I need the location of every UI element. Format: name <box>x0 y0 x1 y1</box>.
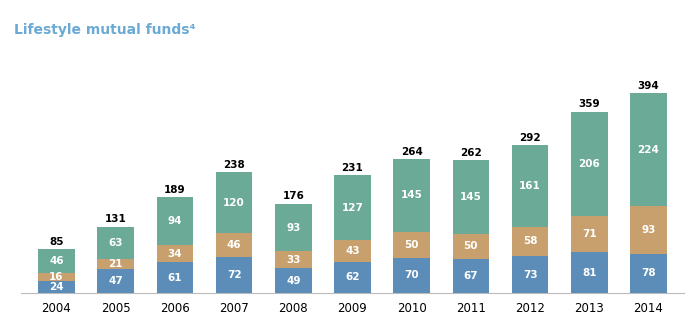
Text: 231: 231 <box>341 164 364 173</box>
Text: 292: 292 <box>519 133 541 143</box>
Text: 394: 394 <box>638 81 660 91</box>
Text: 73: 73 <box>523 269 537 279</box>
Bar <box>452 234 489 259</box>
Bar <box>216 172 253 233</box>
Bar <box>334 262 371 293</box>
Text: 359: 359 <box>579 99 600 109</box>
Text: 34: 34 <box>168 248 182 258</box>
Text: 49: 49 <box>286 276 301 286</box>
Bar <box>394 159 430 232</box>
Text: 47: 47 <box>108 276 123 286</box>
Text: 189: 189 <box>164 185 186 195</box>
Text: 67: 67 <box>463 271 478 281</box>
Bar <box>394 257 430 293</box>
Bar <box>512 227 549 256</box>
Bar <box>571 252 608 293</box>
Text: 33: 33 <box>286 255 301 265</box>
Bar <box>38 249 75 273</box>
Text: 238: 238 <box>223 160 245 170</box>
Bar <box>571 216 608 252</box>
Bar <box>38 273 75 281</box>
Bar <box>216 256 253 293</box>
Text: 93: 93 <box>286 223 300 233</box>
Text: 58: 58 <box>523 236 537 246</box>
Text: 131: 131 <box>105 214 126 224</box>
Bar <box>38 281 75 293</box>
Bar <box>275 251 311 268</box>
Text: 61: 61 <box>168 273 182 283</box>
Text: 145: 145 <box>401 190 422 200</box>
Text: 46: 46 <box>227 240 242 250</box>
Bar <box>394 232 430 257</box>
Text: 24: 24 <box>49 282 64 292</box>
Text: 145: 145 <box>460 192 482 202</box>
Text: 161: 161 <box>519 181 541 191</box>
Text: 78: 78 <box>641 268 656 278</box>
Text: 16: 16 <box>50 272 64 282</box>
Bar <box>452 259 489 293</box>
Bar <box>275 204 311 251</box>
Bar <box>156 245 193 262</box>
Bar <box>275 268 311 293</box>
Text: 71: 71 <box>582 229 597 239</box>
Bar <box>630 93 667 206</box>
Text: 264: 264 <box>401 147 422 157</box>
Text: 206: 206 <box>579 159 600 169</box>
Text: 21: 21 <box>108 259 123 269</box>
Bar <box>452 160 489 234</box>
Text: 46: 46 <box>49 256 64 266</box>
Bar <box>97 227 134 259</box>
Text: 93: 93 <box>641 225 655 235</box>
Text: 85: 85 <box>50 237 64 247</box>
Bar <box>334 175 371 240</box>
Bar <box>334 240 371 262</box>
Text: 72: 72 <box>227 270 242 280</box>
Bar <box>512 256 549 293</box>
Text: 62: 62 <box>346 272 359 282</box>
Bar <box>630 253 667 293</box>
Text: 224: 224 <box>637 145 660 155</box>
Bar <box>97 269 134 293</box>
Text: 70: 70 <box>404 270 419 280</box>
Bar <box>630 206 667 253</box>
Text: 120: 120 <box>223 198 245 208</box>
Text: 50: 50 <box>404 240 419 250</box>
Bar <box>216 233 253 256</box>
Text: 262: 262 <box>460 148 482 158</box>
Text: 81: 81 <box>582 267 597 277</box>
Bar <box>156 197 193 245</box>
Bar <box>571 112 608 216</box>
Text: 43: 43 <box>346 246 359 256</box>
Text: Lifestyle mutual funds⁴: Lifestyle mutual funds⁴ <box>14 23 195 37</box>
Text: 127: 127 <box>341 203 364 213</box>
Bar <box>156 262 193 293</box>
Text: 94: 94 <box>168 216 182 226</box>
Text: 176: 176 <box>283 191 304 201</box>
Bar <box>97 259 134 269</box>
Text: 63: 63 <box>108 238 123 248</box>
Bar <box>512 145 549 227</box>
Text: 50: 50 <box>463 241 478 251</box>
